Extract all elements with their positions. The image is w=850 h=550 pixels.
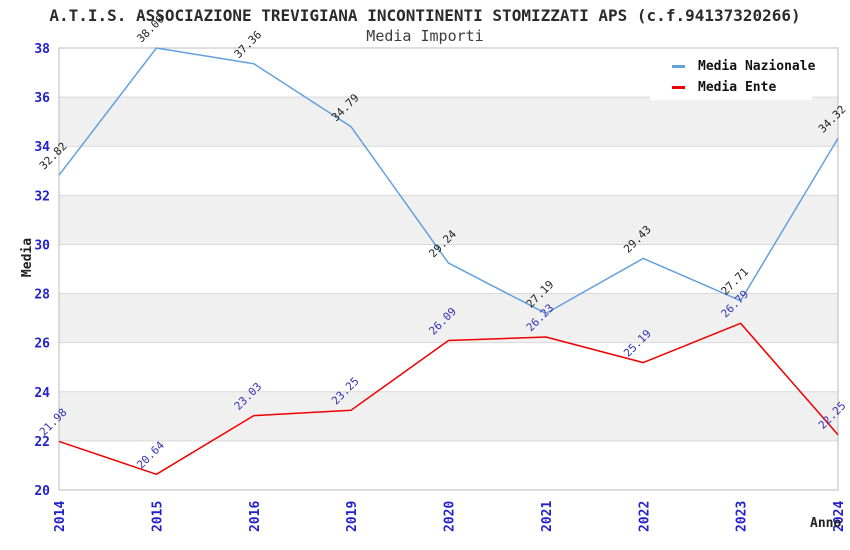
y-axis-title: Media	[20, 237, 36, 278]
x-tick-label: 2021	[540, 501, 555, 532]
legend-swatch-media-ente	[672, 86, 685, 89]
y-tick-label: 38	[34, 42, 50, 57]
plot-band	[59, 146, 838, 196]
legend-label-media-nazionale: Media Nazionale	[698, 59, 816, 74]
plot-band	[59, 244, 838, 294]
x-axis-title: Anno	[810, 516, 842, 531]
y-tick-label: 22	[34, 435, 50, 450]
chart-title: A.T.I.S. ASSOCIAZIONE TREVIGIANA INCONTI…	[49, 6, 801, 25]
legend-item-media-nazionale: Media Nazionale	[672, 59, 816, 74]
y-tick-label: 36	[34, 91, 50, 106]
chart-subtitle: Media Importi	[366, 27, 484, 45]
series-line-media-nazionale	[58, 47, 839, 315]
plot-band	[59, 342, 838, 392]
plot-border	[58, 47, 839, 491]
legend: Media Nazionale Media Ente	[650, 54, 816, 100]
series-line-media-ente	[58, 322, 839, 476]
legend-label-media-ente: Media Ente	[698, 80, 777, 95]
plot-band	[59, 391, 838, 441]
plot-band	[59, 293, 838, 343]
x-tick-label: 2015	[150, 501, 165, 532]
plot-band	[59, 97, 838, 147]
legend-swatch-media-nazionale	[672, 65, 685, 68]
y-tick-label: 26	[34, 337, 50, 352]
value-label: 38.00	[134, 13, 167, 46]
y-tick-label: 34	[34, 140, 50, 155]
x-tick-label: 2023	[735, 501, 750, 532]
y-tick-label: 28	[34, 288, 50, 303]
x-tick-label: 2014	[53, 501, 68, 532]
x-tick-label: 2024	[832, 501, 847, 532]
x-tick-label: 2022	[637, 501, 652, 532]
x-tick-label: 2020	[443, 501, 458, 532]
y-tick-label: 30	[34, 238, 50, 253]
x-tick-label: 2019	[345, 501, 360, 532]
x-tick-label: 2016	[248, 501, 263, 532]
plot-band	[59, 195, 838, 245]
y-tick-label: 32	[34, 189, 50, 204]
legend-item-media-ente: Media Ente	[672, 80, 812, 95]
y-tick-label: 24	[34, 386, 50, 401]
plot-band	[59, 440, 838, 490]
y-tick-label: 20	[34, 484, 50, 499]
